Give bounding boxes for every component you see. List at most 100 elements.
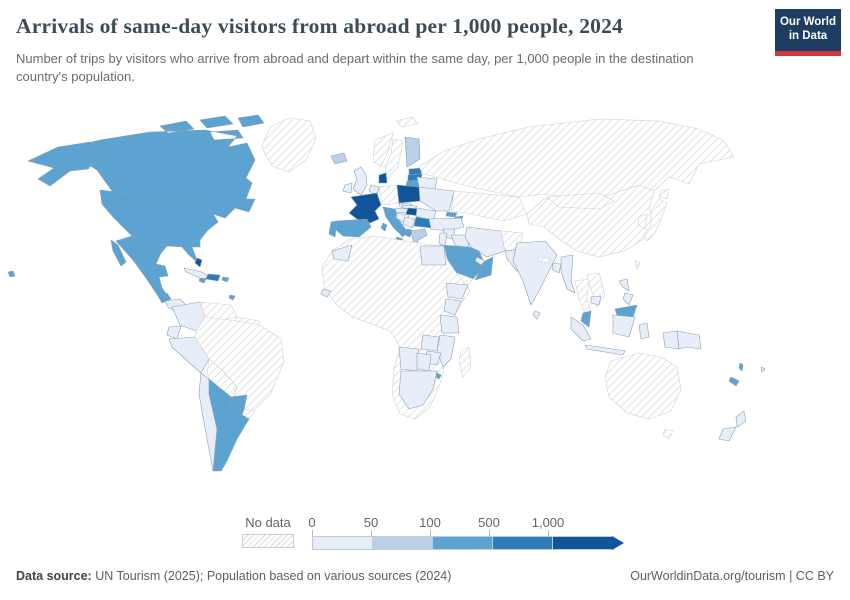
data-source-text: UN Tourism (2025); Population based on v… (91, 569, 452, 583)
country-mexico[interactable] (110, 235, 169, 297)
country-cuba[interactable] (183, 267, 211, 280)
country-portugal[interactable] (328, 220, 338, 238)
country-ethiopia[interactable] (445, 282, 469, 300)
country-botswana[interactable] (416, 352, 432, 372)
country-ukraine[interactable] (418, 186, 455, 212)
country-trinidad[interactable] (228, 294, 236, 301)
country-ireland[interactable] (342, 182, 353, 194)
country-serbia[interactable] (402, 216, 416, 229)
country-dominican-republic[interactable] (205, 273, 221, 282)
country-japan[interactable] (643, 188, 670, 242)
country-svalbard[interactable] (395, 116, 419, 128)
country-thailand[interactable] (574, 278, 592, 314)
footer-link[interactable]: OurWorldinData.org/tourism | CC BY (630, 569, 834, 583)
country-india[interactable] (512, 240, 558, 306)
legend-tick (312, 530, 313, 536)
country-united-kingdom[interactable] (352, 166, 368, 196)
legend-tick-label-50: 50 (363, 515, 379, 530)
country-denmark[interactable] (378, 172, 388, 184)
legend-tick-label-0: 0 (308, 515, 316, 530)
legend-no-data[interactable]: No data (242, 515, 294, 548)
country-tanzania[interactable] (439, 314, 460, 334)
country-vanuatu[interactable] (738, 362, 744, 372)
data-source-note: Data source: UN Tourism (2025); Populati… (16, 569, 451, 583)
country-canada[interactable] (62, 114, 265, 219)
country-eswatini[interactable] (435, 372, 442, 380)
country-sri-lanka[interactable] (532, 310, 541, 320)
country-italy[interactable] (380, 206, 408, 244)
country-bahamas[interactable] (194, 257, 203, 268)
country-morocco[interactable] (331, 244, 353, 262)
country-namibia[interactable] (398, 346, 420, 372)
country-jamaica[interactable] (198, 277, 207, 284)
country-georgia[interactable] (445, 211, 458, 218)
country-poland[interactable] (396, 184, 421, 204)
legend-tick-label-500: 500 (478, 515, 500, 530)
country-austria[interactable] (394, 207, 409, 214)
country-turkey[interactable] (428, 217, 465, 232)
legend-no-data-swatch[interactable] (242, 534, 294, 548)
country-myanmar[interactable] (560, 254, 576, 294)
legend-segment-0-50[interactable] (312, 536, 373, 550)
legend-tick (371, 530, 372, 536)
country-spain[interactable] (334, 218, 372, 238)
country-guatemala[interactable] (157, 292, 172, 304)
country-taiwan[interactable] (634, 260, 641, 270)
country-germany[interactable] (378, 184, 400, 206)
country-mongolia[interactable] (546, 192, 615, 210)
country-nepal[interactable] (537, 256, 552, 264)
country-france[interactable] (348, 192, 382, 226)
country-papua-new-guinea[interactable] (676, 330, 702, 350)
country-south-korea[interactable] (637, 213, 648, 230)
country-belarus[interactable] (416, 176, 438, 190)
country-finland[interactable] (404, 136, 421, 168)
country-oman[interactable] (474, 256, 494, 281)
country-south-africa[interactable] (398, 370, 438, 410)
country-egypt[interactable] (419, 245, 447, 266)
legend-segment-500-1000[interactable] (492, 536, 553, 550)
country-indonesia[interactable] (570, 314, 680, 356)
country-kazakhstan[interactable] (450, 190, 528, 222)
country-venezuela[interactable] (199, 301, 238, 322)
country-bangladesh[interactable] (551, 262, 562, 274)
country-norway[interactable] (372, 132, 394, 168)
country-paraguay[interactable] (228, 394, 248, 410)
country-argentina[interactable] (208, 378, 250, 472)
owid-logo-line2: in Data (788, 30, 828, 43)
country-australia[interactable] (604, 352, 682, 440)
country-albania[interactable] (404, 228, 413, 238)
legend-tick (430, 530, 431, 536)
legend-no-data-label: No data (245, 515, 291, 530)
country-fiji[interactable] (760, 366, 766, 373)
legend-tick (548, 530, 549, 536)
country-philippines[interactable] (618, 278, 634, 306)
legend-segment-50-100[interactable] (372, 536, 433, 550)
legend-segment-1000-plus[interactable] (552, 536, 613, 550)
legend-color-bar (312, 536, 624, 550)
country-iceland[interactable] (330, 152, 348, 165)
page-title: Arrivals of same-day visitors from abroa… (16, 14, 623, 38)
country-russia[interactable] (418, 118, 735, 200)
country-cambodia[interactable] (590, 295, 602, 306)
country-zambia[interactable] (420, 334, 440, 352)
legend-tick-label-100: 100 (419, 515, 441, 530)
chart-subtitle: Number of trips by visitors who arrive f… (16, 51, 694, 85)
country-madagascar[interactable] (458, 346, 472, 378)
country-new-zealand[interactable] (718, 410, 747, 442)
legend-tick (489, 530, 490, 536)
legend-segment-100-500[interactable] (432, 536, 493, 550)
owid-logo[interactable]: Our World in Data (775, 9, 841, 56)
country-greenland[interactable] (261, 117, 317, 173)
country-ecuador[interactable] (166, 325, 182, 340)
country-uae[interactable] (474, 256, 486, 266)
country-puerto-rico[interactable] (221, 276, 230, 283)
country-united-states[interactable] (7, 141, 219, 278)
country-sweden[interactable] (384, 138, 404, 180)
data-source-label: Data source: (16, 569, 92, 583)
country-new-caledonia[interactable] (728, 376, 740, 387)
country-kenya[interactable] (443, 298, 462, 316)
country-sierra-leone[interactable] (320, 288, 332, 298)
owid-logo-line1: Our World (779, 16, 836, 28)
